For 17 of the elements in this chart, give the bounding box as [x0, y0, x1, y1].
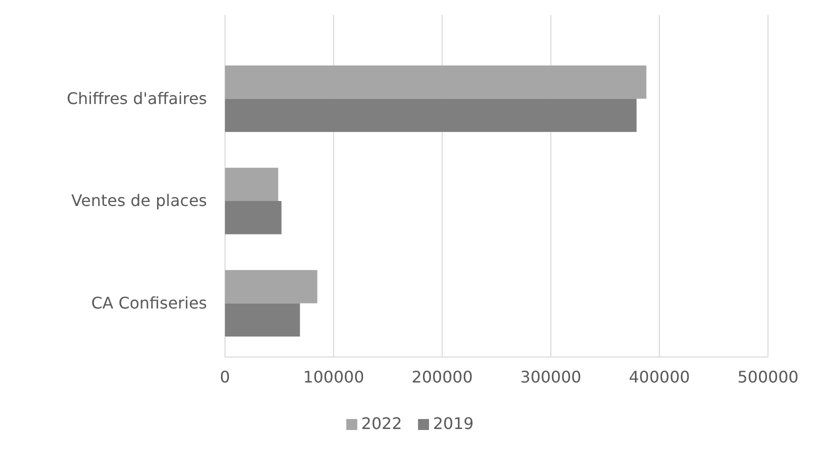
x-tick-label: 0 [220, 367, 230, 386]
y-tick-label: Ventes de places [71, 191, 207, 210]
bar [225, 303, 300, 337]
x-tick-label: 300000 [520, 367, 582, 386]
y-tick-label: Chiffres d'affaires [66, 88, 207, 108]
x-tick-label: 500000 [737, 367, 799, 386]
bar [225, 201, 282, 234]
legend-label: 2022 [361, 414, 402, 433]
x-tick-label: 100000 [303, 367, 364, 386]
y-tick-label: CA Confiseries [91, 293, 207, 312]
bar [225, 270, 318, 304]
bar [225, 168, 278, 201]
x-tick-label: 200000 [412, 367, 473, 386]
bar [225, 65, 646, 99]
bar [225, 98, 637, 132]
x-tick-label: 400000 [628, 367, 690, 386]
legend-label: 2019 [433, 414, 474, 433]
